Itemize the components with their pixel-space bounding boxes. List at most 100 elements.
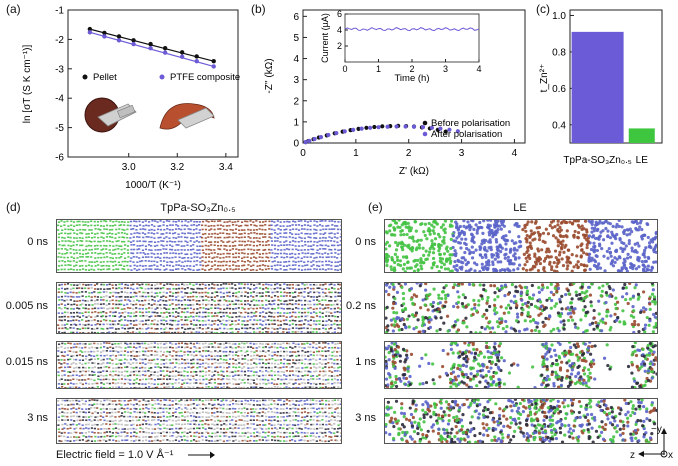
electric-field-label: Electric field = 1.0 V Å⁻¹ (56, 449, 174, 461)
panel-a-point-1-5 (162, 50, 168, 55)
panel-a-point-1-3 (131, 41, 136, 47)
inset-xtick-label: 2 (409, 64, 414, 74)
panel-d-time-2: 0.015 ns (5, 356, 48, 368)
panel-a-ytick-label: -6 (55, 153, 64, 164)
panel-a-ytick-label: -2 (55, 35, 64, 46)
panel-b-xtick-label: 2 (406, 148, 412, 159)
panel-e-time-1: 0.2 ns (346, 300, 376, 312)
panel-b-point-1-16 (429, 125, 435, 130)
panel-label-a: (a) (6, 2, 21, 16)
legend-before: Before polarisation (431, 118, 510, 129)
inset-frame (344, 13, 480, 63)
panel-b-ytick-label: 1 (293, 117, 299, 128)
snapshot-e-2 (384, 341, 658, 389)
panel-b-ytick-label: 2 (293, 96, 299, 107)
panel-b-ylabel: -Z'' (kΩ) (264, 58, 275, 93)
panel-b-point-1-17 (438, 126, 443, 131)
panel-a-point-1-4 (148, 46, 153, 51)
inset-xtick-label: 4 (476, 64, 481, 74)
pellet-photo (84, 97, 137, 133)
panel-b-point-1-0 (303, 140, 308, 145)
panel-b-point-1-19 (455, 129, 460, 134)
panel-a-points (87, 26, 216, 69)
snapshot-d-3 (56, 398, 342, 444)
panel-a-ytick-label: -4 (55, 94, 64, 105)
panel-a-point-0-1 (102, 30, 107, 36)
axis-triad-icon (638, 428, 668, 458)
panel-b-point-0-11 (380, 124, 385, 129)
panel-d-time-0: 0 ns (27, 236, 48, 248)
panel-b-point-1-2 (312, 136, 317, 142)
ptfe-film-photo (159, 103, 215, 130)
panel-b-point-0-10 (372, 124, 377, 130)
panel-b-frame (302, 9, 526, 144)
panel-b-point-1-18 (447, 127, 452, 132)
panel-a-point-1-6 (179, 54, 185, 59)
panel-e-time-2: 1 ns (355, 356, 376, 368)
panel-b-point-1-15 (420, 125, 426, 130)
inset-xtick-label: 3 (443, 64, 448, 74)
panel-a-point-0-0 (87, 26, 93, 32)
legend-ptfe-marker (159, 74, 165, 80)
panel-c-ytick-label: 0.6 (552, 84, 566, 95)
panel-a-xtick-label: 3.2 (170, 162, 184, 173)
panel-b-xtick-label: 1 (353, 148, 359, 159)
panel-b-point-0-19 (443, 129, 448, 134)
snapshot-e-3 (384, 398, 658, 444)
legend-pellet-marker (82, 74, 88, 80)
panel-e-title: LE (513, 202, 527, 214)
panel-a-point-1-0 (87, 30, 93, 35)
panel-a-ytick-label: -5 (55, 123, 64, 134)
panel-b-chart: 0 1 2 3 4 0 1 2 3 4 5 6 0 1 2 3 4 2 4 6 Current (µA) Time … (264, 9, 526, 177)
panel-a-ticks: 3.0 3.2 3.4 -6 -5 -4 -3 -2 -1 (55, 6, 233, 174)
inset-xlabel: Time (h) (394, 73, 429, 84)
panel-a-point-1-2 (116, 38, 122, 43)
panel-a-ylabel: ln [σT (S K cm⁻¹)] (22, 45, 33, 124)
panel-b-point-1-5 (334, 130, 339, 136)
panel-d-time-3: 3 ns (27, 412, 48, 424)
panel-b-point-1-8 (359, 126, 364, 131)
inset-current-line (344, 27, 480, 32)
inset-ytick-label: 2 (337, 41, 342, 51)
panel-label-c: (c) (536, 2, 550, 16)
panel-e-time-0: 0 ns (355, 236, 376, 248)
panel-c-ytick-label: 0.8 (552, 47, 566, 58)
panel-a-point-0-7 (194, 54, 199, 59)
panel-b-point-1-3 (318, 134, 324, 140)
panel-a-ytick-label: -3 (55, 64, 64, 75)
panel-a-point-0-4 (148, 41, 153, 47)
panel-a-point-0-2 (116, 34, 122, 39)
panel-b-point-1-12 (394, 124, 399, 129)
panel-label-d: (d) (6, 200, 21, 214)
electric-field-arrow-icon (188, 451, 215, 459)
inset-xtick-label: 1 (376, 64, 381, 74)
snapshot-d-0 (56, 219, 342, 273)
panel-c-ylabel: t_Zn²⁺ (539, 64, 550, 93)
panel-c-ytick-label: 1.0 (552, 11, 566, 22)
axis-x-label: x (668, 450, 673, 461)
panel-c-chart: 0.4 0.6 0.8 1.0 TpPa-SO₃Zn₀.₅ LE t_Zn²⁺ (539, 9, 663, 166)
panel-b-point-1-11 (385, 124, 390, 129)
panel-a-chart: 3.0 3.2 3.4 -6 -5 -4 -3 -2 -1 Pellet PTFE compos… (22, 6, 240, 192)
panel-b-xtick-label: 0 (300, 148, 306, 159)
panel-c-bar-1 (628, 128, 655, 143)
inset-ytick-label: 6 (337, 9, 342, 19)
panel-a-point-0-6 (179, 50, 185, 55)
panel-b-point-1-7 (351, 127, 356, 133)
inset-xtick-label: 0 (342, 64, 347, 74)
snapshot-e-1 (384, 282, 658, 334)
legend-after-marker (422, 131, 428, 137)
legend-pellet: Pellet (93, 72, 117, 83)
panel-b-ytick-label: 5 (293, 33, 299, 44)
panel-d-time-1: 0.005 ns (5, 300, 48, 312)
snapshot-d-2 (56, 341, 342, 389)
panel-b-point-1-4 (326, 132, 331, 138)
panel-b-point-1-9 (368, 125, 373, 130)
panel-b-ytick-label: 6 (293, 12, 299, 23)
panel-a-xtick-label: 3.0 (122, 162, 136, 173)
panel-c-bars: TpPa-SO₃Zn₀.₅ LE (563, 31, 655, 166)
panel-a-point-0-8 (211, 58, 216, 64)
panel-c-category-1: LE (636, 155, 649, 166)
inset-ylabel: Current (µA) (320, 13, 330, 63)
md-molecules (385, 399, 657, 443)
